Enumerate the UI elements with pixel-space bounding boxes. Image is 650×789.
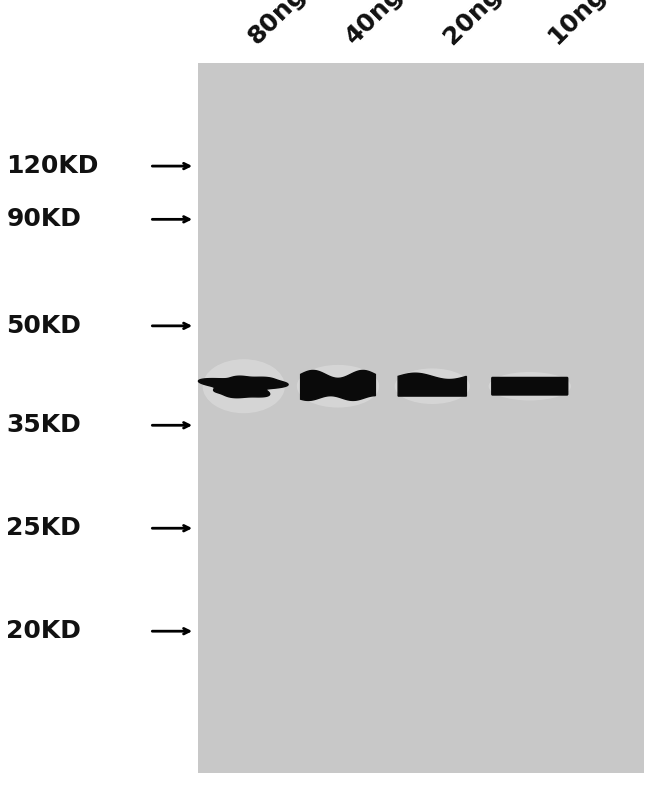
Polygon shape [300,371,376,400]
Text: 40ng: 40ng [341,0,408,49]
Text: 120KD: 120KD [6,154,99,178]
Bar [198,63,644,773]
FancyBboxPatch shape [491,377,568,396]
Text: 50KD: 50KD [6,314,81,338]
Ellipse shape [203,359,285,413]
Text: 25KD: 25KD [6,516,81,540]
Polygon shape [198,376,288,398]
Text: 10ng: 10ng [543,0,610,49]
Polygon shape [398,373,467,396]
Text: 20ng: 20ng [439,0,506,49]
Ellipse shape [395,368,470,404]
Text: 90KD: 90KD [6,208,81,231]
Text: 80ng: 80ng [244,0,311,49]
Text: 35KD: 35KD [6,413,81,437]
Ellipse shape [297,365,379,408]
Ellipse shape [489,372,571,401]
Text: 20KD: 20KD [6,619,81,643]
